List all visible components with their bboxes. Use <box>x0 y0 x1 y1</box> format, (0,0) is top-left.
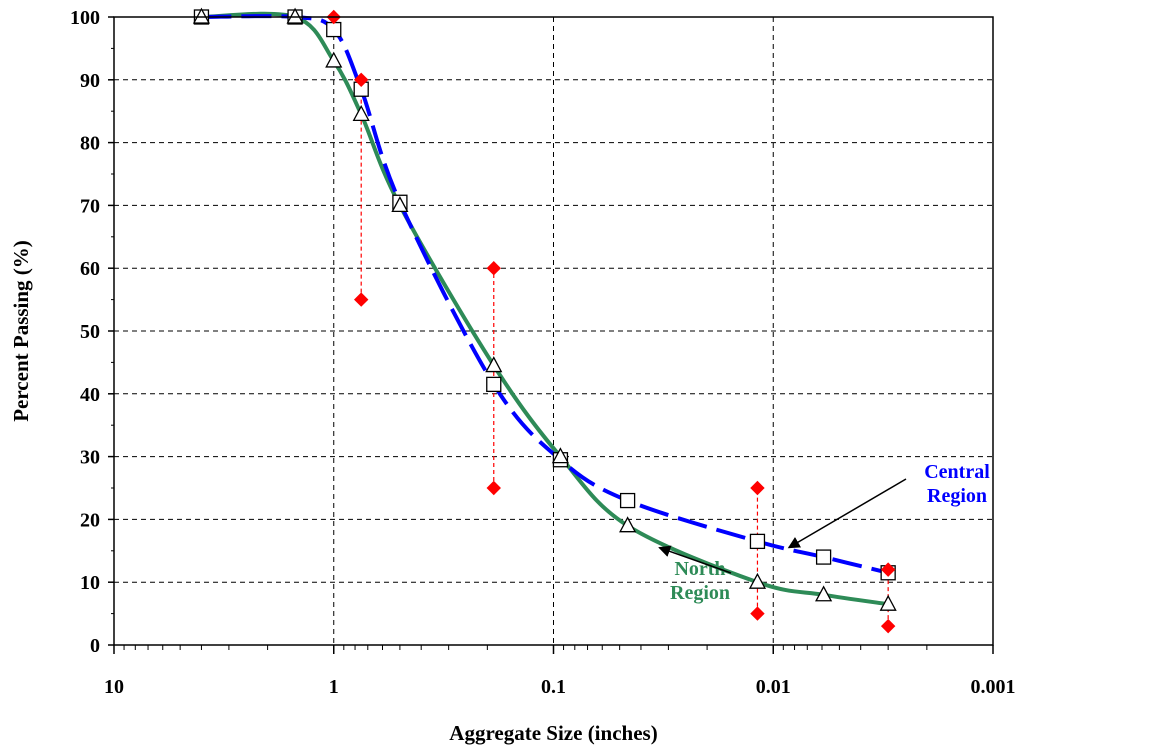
y-tick-label: 90 <box>80 70 100 92</box>
control-points-point <box>353 72 369 88</box>
y-axis-title: Percent Passing (%) <box>9 240 33 422</box>
y-tick-label: 60 <box>80 258 100 280</box>
annotations: Central Region North Region <box>658 461 990 604</box>
series-lines <box>201 11 889 607</box>
north-region-arrow <box>658 545 732 574</box>
control-points-point <box>880 618 896 634</box>
control-points-point <box>750 606 765 621</box>
y-tick-label: 10 <box>80 572 100 594</box>
y-tick-label: 0 <box>90 635 100 657</box>
y-tick-label: 70 <box>80 195 100 217</box>
control-points-point <box>750 480 765 496</box>
north-region-point <box>391 196 409 213</box>
central-region-point <box>326 21 342 38</box>
north-region-point <box>879 594 897 611</box>
north-region-point <box>192 7 211 24</box>
y-tick-label: 100 <box>70 7 100 29</box>
x-tick-label: 0.001 <box>971 676 1016 698</box>
y-tick-label: 50 <box>80 321 100 343</box>
grid <box>114 17 993 645</box>
y-tick-label: 80 <box>80 133 100 155</box>
control-points-point <box>486 480 501 496</box>
control-points-point <box>880 562 896 577</box>
central-region-point <box>815 549 832 565</box>
series-line-north-region <box>201 11 889 607</box>
control-ranges <box>360 79 889 627</box>
north-region-label: North Region <box>670 558 730 604</box>
north-region-point <box>619 516 637 533</box>
north-region-point <box>286 7 304 24</box>
series-line-central-region <box>201 14 889 575</box>
x-tick-label: 1 <box>329 676 339 698</box>
central-region-point <box>619 492 636 509</box>
central-region-point <box>486 376 502 393</box>
x-tick-label: 0.01 <box>756 676 791 698</box>
north-region-point <box>485 356 503 373</box>
y-tick-label: 20 <box>80 509 100 531</box>
north-region-point <box>352 104 370 121</box>
x-tick-label: 10 <box>104 676 124 698</box>
series-markers <box>192 7 897 634</box>
control-points-point <box>486 260 501 276</box>
north-region-point <box>325 51 343 68</box>
control-points-point <box>353 292 369 307</box>
north-region-point <box>815 585 833 602</box>
x-axis-title: Aggregate Size (inches) <box>449 721 657 745</box>
x-tick-label: 0.1 <box>541 676 566 698</box>
central-region-point <box>749 533 766 550</box>
central-region-label: Central Region <box>924 461 990 507</box>
y-tick-label: 30 <box>80 447 100 469</box>
central-region-arrow <box>787 478 907 549</box>
north-region-point <box>748 572 767 589</box>
y-tick-label: 40 <box>80 384 100 406</box>
north-region-point <box>551 447 570 464</box>
